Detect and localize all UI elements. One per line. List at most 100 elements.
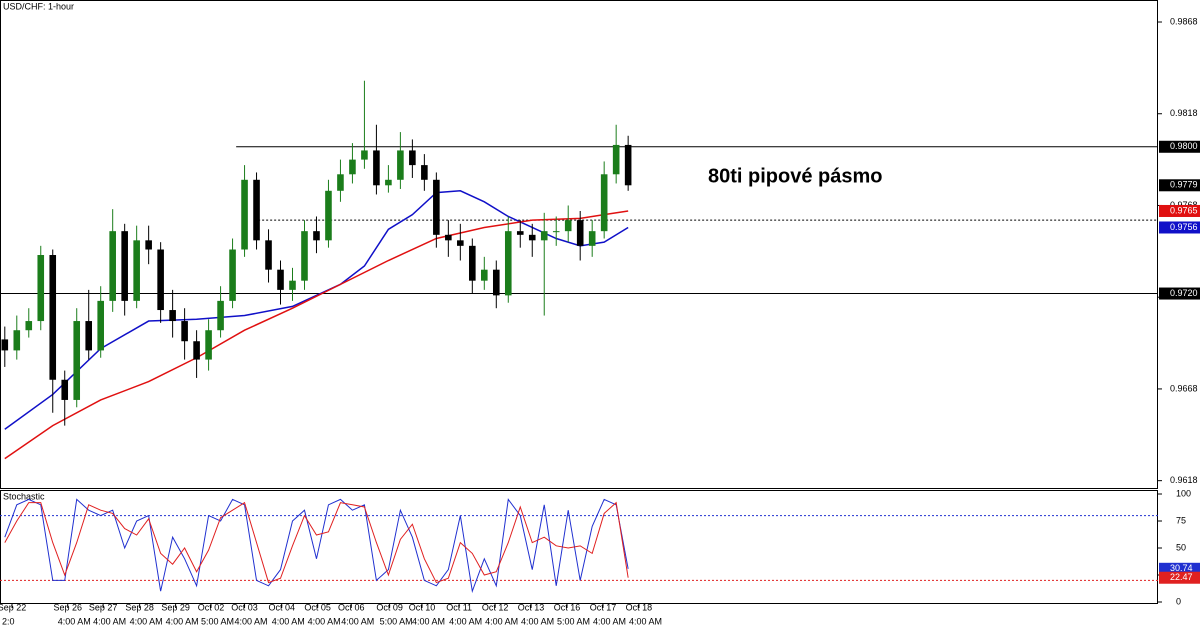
stoch-value-label-bg — [1159, 571, 1200, 584]
candle-body — [49, 255, 57, 380]
candle-body — [313, 231, 320, 241]
last-price-label: 0.9779 — [1170, 180, 1198, 190]
candle-body — [409, 150, 416, 166]
time-label: 4:00 AM — [485, 616, 518, 626]
x-tick-label: Oct 04 — [268, 602, 295, 612]
candle-body — [624, 144, 632, 186]
y2-tick-label: 0 — [1176, 596, 1181, 606]
candle-body — [552, 231, 560, 233]
stoch-value-label: 22.47 — [1170, 572, 1193, 582]
stoch-line — [4, 501, 629, 584]
time-label: 5:00 AM — [380, 616, 413, 626]
x-tick-label: Sep 29 — [161, 602, 190, 612]
candle-body — [265, 240, 272, 270]
y-tick-label: 0.9618 — [1170, 475, 1198, 485]
candle-body — [229, 249, 236, 301]
candle-body — [349, 159, 356, 175]
time-label: 4:00 AM — [521, 616, 554, 626]
x-tick-label: Oct 11 — [446, 602, 472, 612]
y2-tick-label: 50 — [1176, 542, 1186, 552]
candle-body — [157, 249, 164, 311]
candle-body — [181, 321, 188, 342]
candle-body — [397, 150, 404, 180]
time-label: 5:00 AM — [201, 616, 234, 626]
candle-body — [540, 231, 548, 241]
x-tick-label: Oct 12 — [482, 602, 509, 612]
candle-body — [337, 174, 344, 191]
annotation: 80ti pipové pásmo — [708, 165, 883, 187]
candle-body — [133, 240, 140, 301]
candle-body — [516, 231, 524, 235]
ma-label: 0.9765 — [1170, 205, 1198, 215]
time-label: 4:00 AM — [58, 616, 91, 626]
candle-body — [469, 245, 476, 281]
candle-body — [600, 174, 608, 232]
time-label: 4:00 AM — [449, 616, 482, 626]
candle-body — [576, 220, 584, 246]
level-label-bg — [1159, 287, 1200, 300]
candle-body — [504, 231, 512, 296]
candle-body — [25, 321, 33, 331]
candle-body — [193, 341, 200, 360]
time-label: 4:00 AM — [166, 616, 199, 626]
ma-label-bg — [1159, 204, 1200, 217]
y-tick-label: 0.9868 — [1170, 16, 1198, 26]
time-label: 4:00 AM — [629, 616, 662, 626]
stoch-title-bg — [1, 491, 41, 502]
candle-body — [13, 330, 21, 351]
y-tick-label: 0.9768 — [1170, 200, 1198, 210]
candle-body — [169, 310, 176, 322]
candle-body — [109, 231, 116, 301]
stoch-value-label: 30.74 — [1170, 563, 1193, 573]
candle-body — [1, 339, 9, 351]
candle-body — [85, 321, 93, 351]
candle-body — [492, 269, 500, 296]
level-label: 0.9800 — [1170, 141, 1198, 151]
candle-body — [588, 231, 596, 246]
ma-label-bg — [1159, 221, 1200, 234]
time-label: 2:0 — [2, 616, 15, 626]
time-label: 4:00 AM — [593, 616, 626, 626]
y-tick-label: 0.9668 — [1170, 383, 1198, 393]
time-label: 5:00 AM — [557, 616, 590, 626]
candle-body — [421, 165, 428, 180]
candle-body — [121, 231, 128, 301]
time-label: 4:00 AM — [235, 616, 268, 626]
candle-body — [145, 240, 152, 250]
candle-body — [289, 280, 296, 290]
candle-body — [564, 220, 572, 232]
candle-body — [325, 190, 332, 241]
candle-body — [373, 150, 380, 186]
candle-body — [361, 150, 368, 160]
last-price-label-bg — [1159, 179, 1200, 192]
time-label: 4:00 AM — [341, 616, 374, 626]
time-label: 4:00 AM — [93, 616, 126, 626]
y2-tick-label: 75 — [1176, 515, 1186, 525]
candle-body — [612, 144, 620, 175]
x-tick-label: Oct 18 — [626, 602, 653, 612]
candle-body — [433, 179, 440, 235]
x-tick-label: Sep 27 — [89, 602, 118, 612]
title-bg — [1, 1, 79, 13]
x-tick-label: Oct 02 — [198, 602, 225, 612]
candle-body — [481, 269, 488, 281]
candle-body — [217, 300, 224, 331]
candle-body — [205, 330, 212, 360]
stoch-line — [4, 498, 629, 594]
y2-tick-label: 100 — [1176, 488, 1191, 498]
main-pane — [0, 0, 1158, 489]
candle-body — [457, 240, 464, 246]
stoch-pane — [0, 490, 1158, 604]
time-label: 4:00 AM — [308, 616, 341, 626]
x-tick-label: Sep 26 — [53, 602, 82, 612]
candle-body — [277, 269, 284, 290]
x-tick-label: Sep 28 — [125, 602, 154, 612]
candle-body — [73, 321, 81, 400]
x-tick-label: Oct 06 — [338, 602, 365, 612]
x-tick-label: Oct 13 — [518, 602, 545, 612]
candle-body — [445, 234, 452, 241]
x-tick-label: Oct 16 — [554, 602, 581, 612]
time-label: 4:00 AM — [272, 616, 305, 626]
candle-body — [37, 255, 45, 322]
